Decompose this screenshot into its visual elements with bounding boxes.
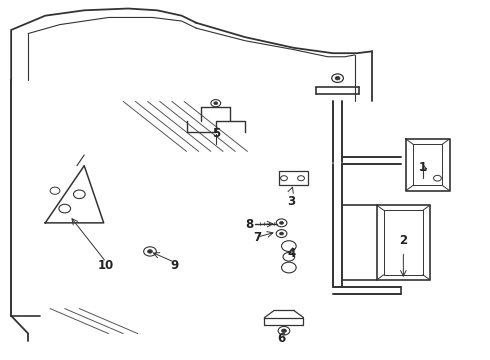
Circle shape	[335, 76, 340, 80]
Text: 1: 1	[419, 161, 427, 174]
Text: 7: 7	[253, 231, 261, 244]
Text: 8: 8	[246, 218, 254, 231]
Circle shape	[214, 102, 218, 105]
Circle shape	[280, 221, 284, 224]
Bar	[279, 171, 308, 185]
Text: 9: 9	[170, 259, 178, 272]
Circle shape	[280, 232, 284, 235]
Text: 6: 6	[277, 333, 286, 346]
Text: 4: 4	[287, 247, 295, 260]
Text: 5: 5	[212, 127, 220, 140]
Text: 3: 3	[287, 195, 295, 208]
Circle shape	[282, 329, 287, 333]
Text: 10: 10	[98, 259, 114, 272]
Circle shape	[147, 249, 152, 253]
Text: 2: 2	[399, 234, 407, 247]
